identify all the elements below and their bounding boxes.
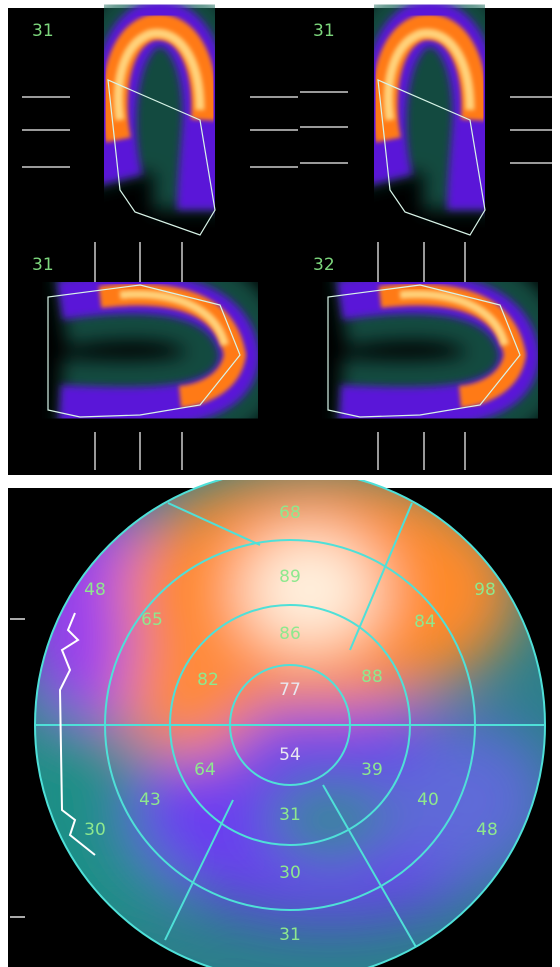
segment-value: 39 <box>361 760 383 780</box>
page: 31 31 31 32 68 89 86 77 88 82 65 48 84 98 54 39 64 43… <box>0 0 560 967</box>
segment-value: 40 <box>417 790 439 810</box>
segment-value: 65 <box>141 610 163 630</box>
segment-value: 30 <box>84 820 106 840</box>
segment-value: 82 <box>197 670 219 690</box>
view-label: 31 <box>32 255 54 275</box>
slice-views: 31 31 31 32 <box>0 0 560 480</box>
view-label: 32 <box>313 255 335 275</box>
segment-value: 64 <box>194 760 216 780</box>
polar-map: 68 89 86 77 88 82 65 48 84 98 54 39 64 43 40 31 30 48 30 31 <box>0 480 560 967</box>
segment-value: 77 <box>279 680 301 700</box>
segment-value: 31 <box>279 805 301 825</box>
view-label: 31 <box>313 21 335 41</box>
segment-value: 48 <box>84 580 106 600</box>
view-label: 31 <box>32 21 54 41</box>
segment-value: 54 <box>279 745 301 765</box>
segment-value: 43 <box>139 790 161 810</box>
segment-value: 84 <box>414 612 436 632</box>
segment-value: 48 <box>476 820 498 840</box>
segment-value: 89 <box>279 567 301 587</box>
segment-value: 31 <box>279 925 301 945</box>
segment-value: 30 <box>279 863 301 883</box>
segment-value: 88 <box>361 667 383 687</box>
segment-value: 98 <box>474 580 496 600</box>
segment-value: 68 <box>279 503 301 523</box>
segment-value: 86 <box>279 624 301 644</box>
